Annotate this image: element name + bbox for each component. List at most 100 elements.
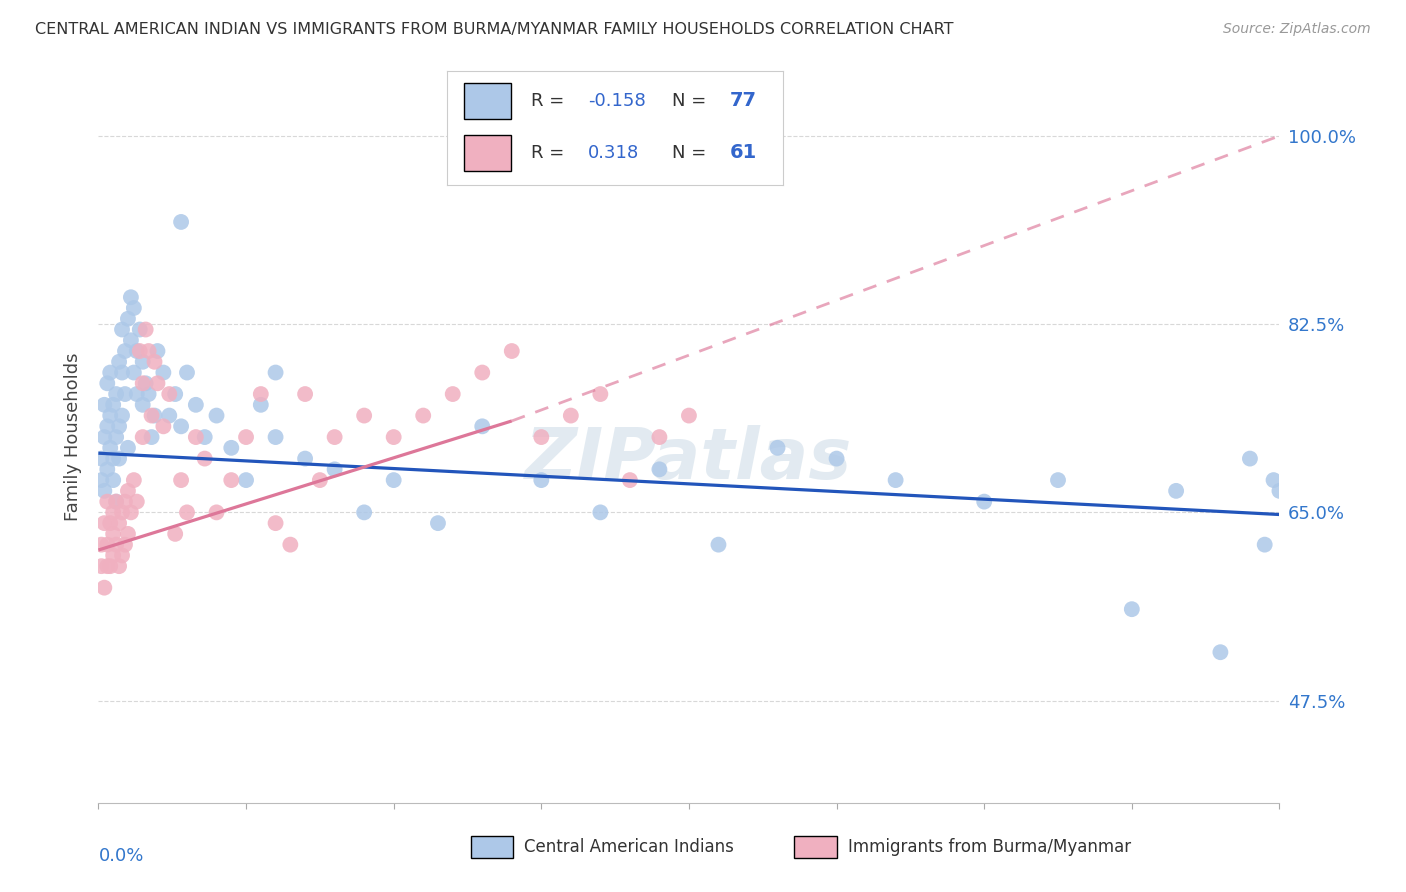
- Point: [111, 409, 134, 423]
- Point: [120, 290, 142, 304]
- Point: [108, 419, 131, 434]
- Point: [111, 505, 134, 519]
- Point: [90, 538, 112, 552]
- Point: [1239, 451, 1261, 466]
- Point: [1268, 483, 1291, 498]
- Point: [114, 387, 136, 401]
- Point: [103, 473, 125, 487]
- Point: [221, 473, 243, 487]
- Point: [973, 494, 995, 508]
- Point: [114, 538, 136, 552]
- Text: CENTRAL AMERICAN INDIAN VS IMMIGRANTS FROM BURMA/MYANMAR FAMILY HOUSEHOLDS CORRE: CENTRAL AMERICAN INDIAN VS IMMIGRANTS FR…: [35, 22, 953, 37]
- Point: [530, 430, 553, 444]
- Point: [221, 441, 243, 455]
- Point: [108, 355, 131, 369]
- Point: [90, 451, 112, 466]
- Point: [103, 451, 125, 466]
- Point: [108, 516, 131, 530]
- Point: [105, 387, 128, 401]
- Point: [93, 430, 115, 444]
- Point: [96, 494, 118, 508]
- Point: [1263, 473, 1285, 487]
- Point: [589, 387, 612, 401]
- Point: [103, 549, 125, 563]
- Point: [501, 344, 523, 359]
- Point: [111, 366, 134, 380]
- Point: [98, 366, 121, 380]
- Point: [132, 376, 155, 391]
- Point: [280, 538, 302, 552]
- Point: [98, 441, 121, 455]
- Point: [184, 398, 207, 412]
- Point: [382, 473, 405, 487]
- Point: [235, 430, 257, 444]
- Point: [122, 473, 145, 487]
- Point: [323, 430, 346, 444]
- Point: [619, 473, 641, 487]
- Point: [1046, 473, 1070, 487]
- Point: [825, 451, 848, 466]
- Point: [128, 344, 150, 359]
- Y-axis label: Family Households: Family Households: [65, 353, 83, 521]
- Point: [146, 344, 169, 359]
- Point: [122, 366, 145, 380]
- Point: [884, 473, 907, 487]
- Point: [194, 430, 217, 444]
- Point: [132, 355, 155, 369]
- Point: [105, 430, 128, 444]
- Point: [125, 387, 148, 401]
- Point: [141, 430, 163, 444]
- Point: [353, 409, 375, 423]
- Point: [90, 473, 112, 487]
- Point: [250, 398, 273, 412]
- Point: [114, 344, 136, 359]
- Point: [108, 559, 131, 574]
- Point: [412, 409, 434, 423]
- Point: [194, 451, 217, 466]
- Point: [294, 387, 316, 401]
- Point: [96, 462, 118, 476]
- Point: [1254, 538, 1277, 552]
- Point: [114, 494, 136, 508]
- Point: [323, 462, 346, 476]
- Point: [108, 451, 131, 466]
- Point: [117, 527, 139, 541]
- Point: [648, 430, 671, 444]
- Point: [264, 366, 287, 380]
- Point: [96, 419, 118, 434]
- Point: [105, 494, 128, 508]
- Point: [264, 516, 287, 530]
- Point: [648, 462, 671, 476]
- Point: [120, 333, 142, 347]
- Point: [125, 344, 148, 359]
- Point: [1209, 645, 1232, 659]
- Point: [707, 538, 730, 552]
- Point: [98, 409, 121, 423]
- Point: [98, 559, 121, 574]
- Point: [176, 366, 198, 380]
- Point: [560, 409, 582, 423]
- Point: [157, 409, 180, 423]
- Point: [205, 409, 228, 423]
- Point: [103, 527, 125, 541]
- Point: [105, 494, 128, 508]
- Point: [264, 430, 287, 444]
- Point: [766, 441, 789, 455]
- Point: [141, 409, 163, 423]
- Point: [111, 322, 134, 336]
- Point: [1166, 483, 1188, 498]
- Point: [122, 301, 145, 315]
- Text: Immigrants from Burma/Myanmar: Immigrants from Burma/Myanmar: [848, 838, 1130, 856]
- Point: [309, 473, 332, 487]
- Point: [143, 355, 166, 369]
- Text: ZIPatlas: ZIPatlas: [526, 425, 852, 493]
- Point: [250, 387, 273, 401]
- Point: [530, 473, 553, 487]
- Point: [143, 409, 166, 423]
- Point: [128, 322, 150, 336]
- Point: [105, 538, 128, 552]
- Point: [96, 538, 118, 552]
- Point: [103, 398, 125, 412]
- Point: [157, 387, 180, 401]
- Point: [176, 505, 198, 519]
